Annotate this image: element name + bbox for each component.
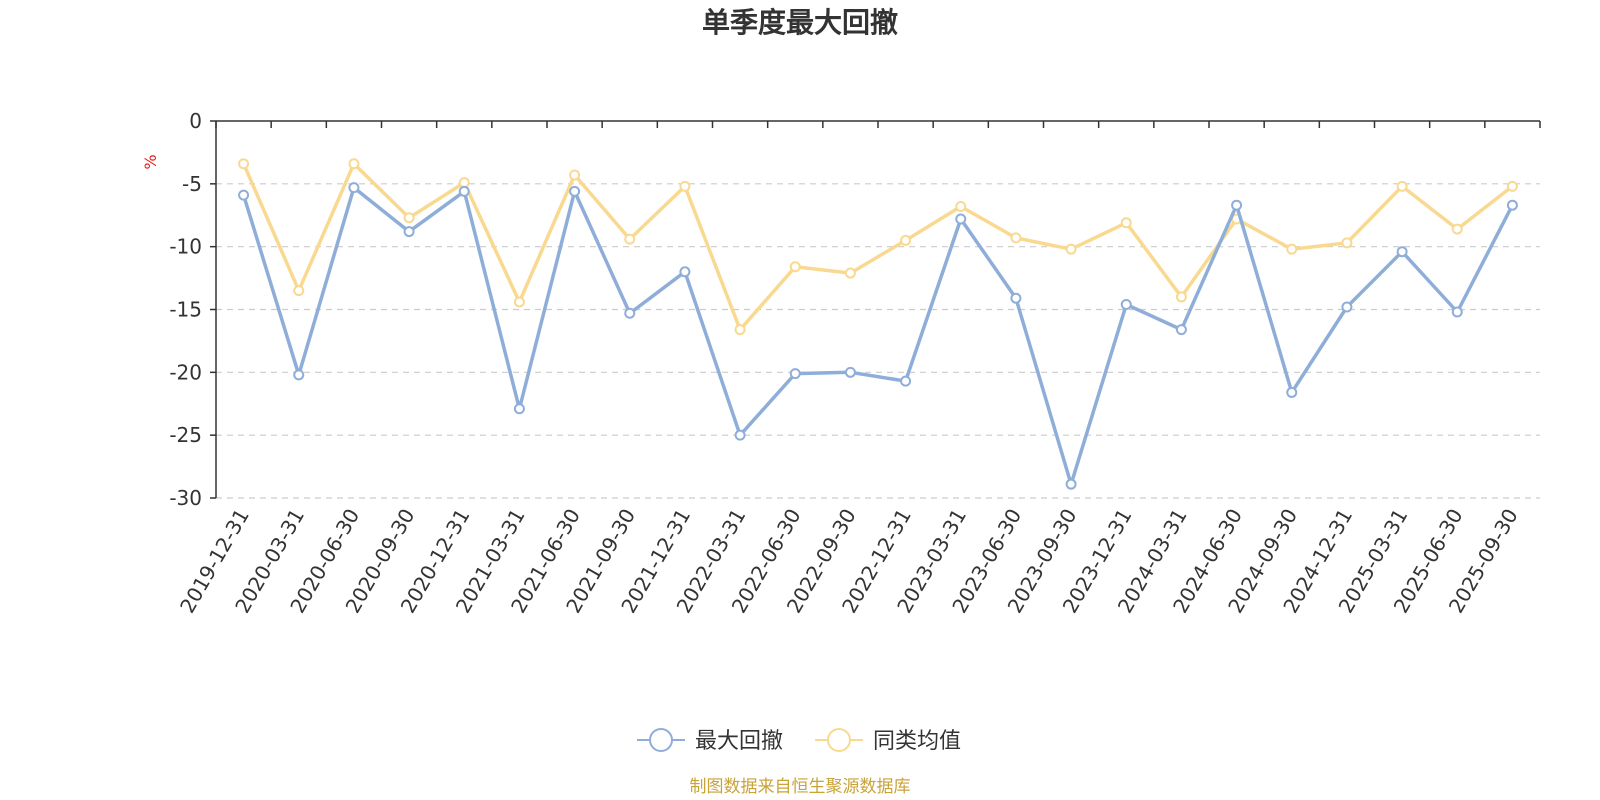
data-point[interactable] <box>1065 243 1077 255</box>
axes <box>210 120 1541 499</box>
series-line <box>241 161 1514 332</box>
data-point[interactable] <box>900 234 912 246</box>
legend[interactable]: 最大回撤 同类均值 <box>637 728 961 754</box>
data-point[interactable] <box>403 226 415 238</box>
data-point[interactable] <box>955 213 967 225</box>
data-point[interactable] <box>1010 232 1022 244</box>
data-point[interactable] <box>513 296 525 308</box>
data-point[interactable] <box>1451 306 1463 318</box>
legend-label-max-drawdown: 最大回撤 <box>695 729 783 754</box>
data-point[interactable] <box>624 233 636 245</box>
data-point[interactable] <box>1341 237 1353 249</box>
data-point[interactable] <box>238 158 250 170</box>
legend-symbol-max-drawdown <box>649 728 673 752</box>
data-point[interactable] <box>734 324 746 336</box>
data-point[interactable] <box>569 169 581 181</box>
data-point[interactable] <box>844 267 856 279</box>
data-point[interactable] <box>348 158 360 170</box>
data-point[interactable] <box>1120 217 1132 229</box>
y-tick-label: -20 <box>169 360 202 384</box>
data-point[interactable] <box>1396 180 1408 192</box>
series-max-drawdown <box>238 182 1518 490</box>
y-tick-label: -5 <box>182 172 202 196</box>
data-point[interactable] <box>1341 301 1353 313</box>
x-tick-labels: 2019-12-312020-03-312020-06-302020-09-30… <box>175 505 1523 618</box>
data-point[interactable] <box>955 200 967 212</box>
data-point[interactable] <box>458 177 470 189</box>
data-point[interactable] <box>734 429 746 441</box>
y-tick-label: -30 <box>169 486 202 510</box>
data-source-note: 制图数据来自恒生聚源数据库 <box>690 777 911 797</box>
data-point[interactable] <box>1396 246 1408 258</box>
grid-lines <box>216 183 1540 499</box>
data-point[interactable] <box>1451 223 1463 235</box>
data-point[interactable] <box>679 180 691 192</box>
legend-item-peer-average[interactable]: 同类均值 <box>815 728 961 754</box>
data-point[interactable] <box>1286 243 1298 255</box>
series-layer <box>238 158 1518 490</box>
data-point[interactable] <box>458 185 470 197</box>
y-tick-label: -10 <box>169 235 202 259</box>
data-point[interactable] <box>569 185 581 197</box>
chart-title: 单季度最大回撤 <box>702 6 898 39</box>
data-point[interactable] <box>844 366 856 378</box>
data-point[interactable] <box>1506 180 1518 192</box>
data-point[interactable] <box>1286 386 1298 398</box>
legend-item-max-drawdown[interactable]: 最大回撤 <box>637 728 783 754</box>
data-point[interactable] <box>293 369 305 381</box>
data-point[interactable] <box>624 307 636 319</box>
data-point[interactable] <box>1231 199 1243 211</box>
data-point[interactable] <box>1506 199 1518 211</box>
legend-label-peer-average: 同类均值 <box>873 729 961 754</box>
y-tick-label: -15 <box>169 298 202 322</box>
data-point[interactable] <box>1120 298 1132 310</box>
y-tick-labels: 0 -5 -10 -15 -20 -25 -30 <box>169 109 202 510</box>
data-point[interactable] <box>403 212 415 224</box>
data-point[interactable] <box>513 403 525 415</box>
data-point[interactable] <box>789 261 801 273</box>
data-point[interactable] <box>348 182 360 194</box>
y-tick-label: 0 <box>189 109 202 133</box>
data-point[interactable] <box>1065 478 1077 490</box>
data-point[interactable] <box>900 375 912 387</box>
data-point[interactable] <box>238 189 250 201</box>
series-line <box>241 185 1514 486</box>
data-point[interactable] <box>789 368 801 380</box>
data-point[interactable] <box>1175 291 1187 303</box>
y-tick-label: -25 <box>169 423 202 447</box>
data-point[interactable] <box>1175 324 1187 336</box>
data-point[interactable] <box>293 285 305 297</box>
data-point[interactable] <box>1010 292 1022 304</box>
series-peer-average <box>238 158 1518 336</box>
legend-symbol-peer-average <box>827 728 851 752</box>
data-point[interactable] <box>679 266 691 278</box>
y-axis-unit: % <box>141 154 160 169</box>
